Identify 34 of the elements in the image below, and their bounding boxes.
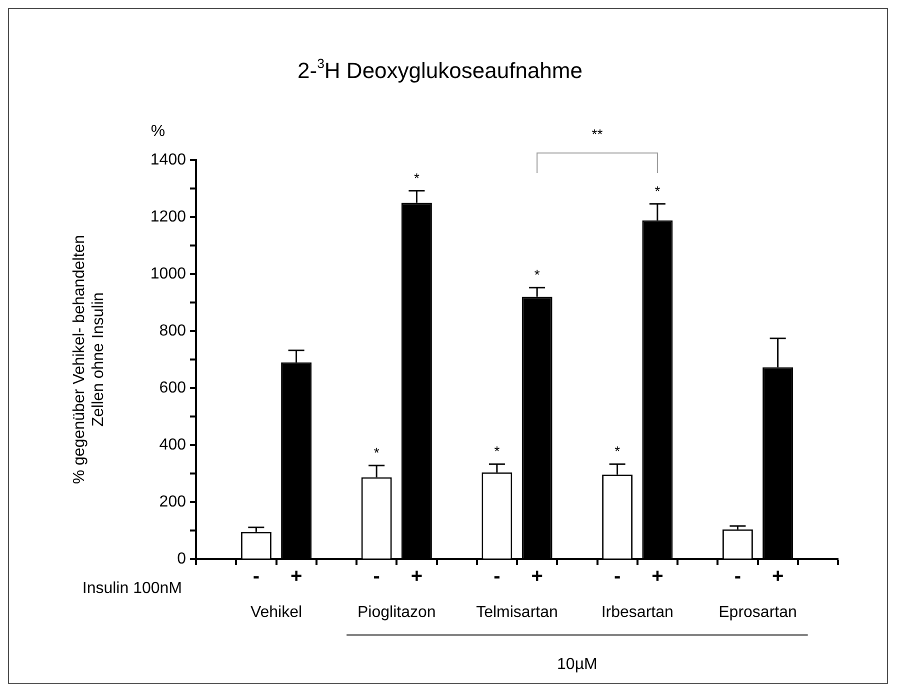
- text: Telmisartan: [476, 604, 558, 621]
- x-tick-label: -: [614, 566, 621, 588]
- data-label: *: [414, 170, 420, 186]
- text: %: [150, 123, 166, 140]
- y-tick-label: 0: [177, 550, 186, 568]
- y-tick-label: 1400: [150, 151, 186, 168]
- y-tick-label: 800: [159, 322, 186, 340]
- x-tick-label: -: [494, 566, 500, 588]
- data-label: *: [494, 443, 500, 460]
- y-tick-label: 1000: [150, 265, 186, 282]
- x-tick-label: +: [772, 566, 784, 588]
- text: Insulin 100nM: [82, 580, 182, 597]
- data-label: *: [654, 182, 661, 199]
- x-tick-label: -: [373, 566, 380, 588]
- x-tick-label: +: [290, 566, 302, 588]
- x-tick-label: -: [252, 566, 260, 588]
- y-tick-label: 600: [159, 379, 186, 396]
- data-label: *: [614, 443, 621, 460]
- x-tick-label: +: [652, 566, 664, 588]
- y-tick-label: 1200: [150, 208, 186, 226]
- text: 10µM: [557, 656, 598, 673]
- data-label: *: [534, 266, 540, 283]
- y-axis-title: % gegenüber Vehikel- behandelten Zellen ohne Insulin: [71, 234, 108, 484]
- text: Pioglitazon: [357, 604, 436, 621]
- text: **: [592, 126, 604, 142]
- text: Vehikel: [250, 604, 302, 621]
- x-tick-label: +: [531, 566, 543, 588]
- text: Irbesartan: [601, 604, 674, 621]
- y-tick-label: 400: [159, 436, 186, 454]
- text: Eprosartan: [718, 604, 797, 621]
- data-label: *: [374, 444, 380, 461]
- x-tick-label: -: [734, 566, 742, 588]
- x-tick-label: +: [410, 566, 423, 588]
- y-tick-label: 200: [159, 493, 186, 510]
